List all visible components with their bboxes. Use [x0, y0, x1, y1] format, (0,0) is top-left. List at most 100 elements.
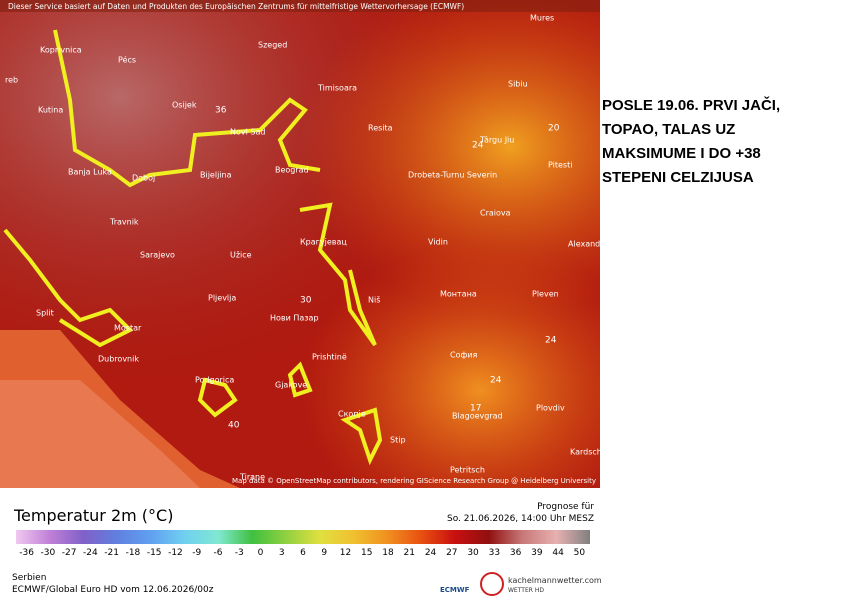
- colorbar-tick: -21: [104, 548, 120, 558]
- annotation-line: MAKSIMUME I DO +38: [602, 145, 761, 162]
- colorbar-tick: -6: [213, 548, 223, 558]
- map: Dieser Service basiert auf Daten und Pro…: [0, 0, 600, 488]
- place-label: Szeged: [258, 41, 287, 50]
- place-label: Banja Luka: [68, 168, 112, 177]
- place-label: Beograd: [275, 166, 309, 175]
- colorbar-tick: -9: [192, 548, 202, 558]
- colorbar-tick: 24: [424, 548, 437, 558]
- colorbar-tick: 0: [257, 548, 264, 558]
- temperature-label: 24: [545, 336, 557, 346]
- colorbar-tick: -27: [61, 548, 77, 558]
- place-label: Mures: [530, 14, 554, 23]
- place-label: Prishtinë: [312, 353, 347, 362]
- temperature-label: 24: [490, 376, 502, 386]
- place-label: Stip: [390, 436, 406, 445]
- temperature-label: 17: [470, 404, 481, 414]
- place-label: Timisoara: [317, 84, 357, 93]
- place-label: Скопје: [338, 410, 366, 419]
- place-label: Tirane: [239, 473, 265, 482]
- place-label: Novi Sad: [230, 128, 265, 137]
- colorbar-tick: 21: [403, 548, 416, 558]
- temperature-label: 36: [215, 106, 227, 116]
- place-label: Podgorica: [195, 376, 234, 385]
- place-label: Kutina: [38, 106, 63, 115]
- place-label: Travnik: [109, 218, 139, 227]
- place-label: Blagoevgrad: [452, 412, 503, 421]
- place-label: Pljevlja: [208, 294, 236, 303]
- temperature-label: 30: [300, 296, 312, 306]
- place-label: Pitesti: [548, 161, 572, 170]
- place-label: Craiova: [480, 209, 511, 218]
- colorbar-tick: 39: [531, 548, 543, 558]
- colorbar: [16, 530, 590, 544]
- place-label: reb: [5, 76, 18, 85]
- place-label: Petritsch: [450, 466, 485, 475]
- legend-title: Temperatur 2m (°C): [14, 506, 174, 525]
- annotation-line: STEPENI CELZIJUSA: [602, 169, 754, 186]
- place-label: Resita: [368, 124, 393, 133]
- place-label: Sarajevo: [140, 251, 175, 260]
- colorbar-tick: -24: [83, 548, 98, 558]
- place-label: Sibiu: [508, 80, 528, 89]
- place-label: Užice: [230, 251, 252, 260]
- place-label: Drobeta-Turnu Severin: [408, 171, 497, 180]
- place-label: Dubrovnik: [98, 355, 139, 364]
- colorbar-tick: 44: [552, 548, 564, 558]
- colorbar-ticks: -36 -30 -27 -24 -21 -18 -15 -12 -9 -6 -3 0 3 6 9 12 15 18…: [16, 548, 590, 560]
- annotation-line: POSLE 19.06. PRVI JAČI,: [602, 97, 781, 114]
- temperature-label: 20: [548, 124, 560, 134]
- site-name: kachelmannwetter.com: [508, 576, 602, 585]
- place-label: Doboj: [132, 174, 155, 183]
- place-label: Крагујевац: [300, 238, 347, 247]
- place-label: Alexand: [568, 240, 600, 249]
- place-label: Нови Пазар: [270, 314, 319, 323]
- place-label: Koprivnica: [40, 46, 82, 55]
- colorbar-tick: 27: [446, 548, 458, 558]
- forecast-time: So. 21.06.2026, 14:00 Uhr MESZ: [446, 514, 594, 524]
- heat-outline: [3, 29, 383, 466]
- colorbar-tick: -30: [40, 548, 56, 558]
- place-label: Plovdiv: [536, 404, 565, 413]
- place-label: Vidin: [428, 238, 448, 247]
- colorbar-tick: 30: [467, 548, 479, 558]
- place-label: Pleven: [532, 290, 559, 299]
- place-label: Gjakove: [275, 381, 307, 390]
- ecmwf-logo: ECMWF: [440, 586, 470, 594]
- annotation-line: TOPAO, TALAS UZ: [602, 121, 736, 138]
- place-label: Pécs: [118, 55, 136, 65]
- colorbar-tick: 6: [300, 548, 306, 558]
- place-label: Niš: [368, 295, 380, 305]
- temperature-label: 24: [472, 141, 484, 151]
- attribution: Map data © OpenStreetMap contributors, r…: [232, 477, 596, 485]
- place-label: Târgu Jiu: [479, 136, 514, 145]
- site-sub: WETTER HD: [508, 587, 544, 594]
- colorbar-tick: -12: [168, 548, 183, 558]
- kachelmann-logo: [480, 572, 504, 596]
- place-label: Kardsch: [570, 448, 600, 457]
- temperature-label: 40: [228, 421, 240, 431]
- colorbar-tick: -3: [234, 548, 244, 558]
- site: kachelmannwetter.com WETTER HD: [508, 576, 602, 596]
- place-label: Split: [36, 309, 54, 318]
- place-label: София: [450, 351, 478, 360]
- model: ECMWF/Global Euro HD vom 12.06.2026/00z: [12, 585, 214, 595]
- footer-info: Serbien ECMWF/Global Euro HD vom 12.06.20…: [12, 572, 213, 596]
- place-label: Mostar: [114, 324, 142, 333]
- colorbar-tick: 36: [509, 548, 522, 558]
- colorbar-tick: -18: [125, 548, 141, 558]
- forecast: Prognose für So. 21.06.2026, 14:00 Uhr ME…: [420, 501, 594, 525]
- annotation: POSLE 19.06. PRVI JAČI, TOPAO, TALAS UZ MA…: [602, 94, 780, 190]
- colorbar-tick: 3: [278, 548, 285, 558]
- colorbar-tick: 50: [573, 548, 586, 558]
- colorbar-tick: -36: [19, 548, 34, 558]
- region: Serbien: [12, 573, 47, 583]
- colorbar-tick: 12: [339, 548, 352, 558]
- colorbar-tick: 18: [382, 548, 394, 558]
- colorbar-tick: 33: [488, 548, 501, 558]
- notice: Dieser Service basiert auf Daten und Pro…: [8, 2, 464, 11]
- colorbar-tick: 15: [361, 548, 373, 558]
- colorbar-tick: -15: [146, 548, 162, 558]
- forecast-label: Prognose für: [537, 502, 594, 512]
- place-label: Bijeljina: [200, 171, 232, 180]
